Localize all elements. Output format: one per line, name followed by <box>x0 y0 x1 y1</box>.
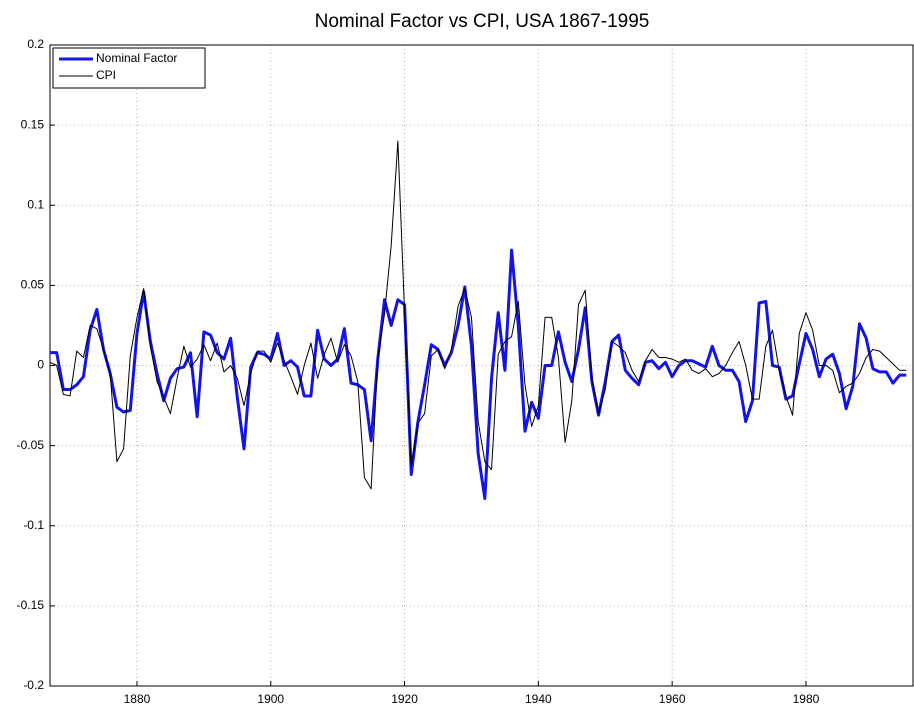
x-tick-label: 1960 <box>659 692 686 706</box>
legend-label: Nominal Factor <box>96 51 177 65</box>
y-tick-label: 0.15 <box>21 117 45 131</box>
y-tick-label: 0.05 <box>21 278 45 292</box>
y-tick-label: -0.05 <box>17 438 45 452</box>
series-line <box>50 248 907 501</box>
x-tick-label: 1940 <box>525 692 552 706</box>
legend-label: CPI <box>96 68 116 82</box>
axes-box <box>49 44 914 687</box>
y-tick-label: 0.2 <box>27 37 44 51</box>
x-tick-label: 1900 <box>257 692 284 706</box>
legend-box <box>52 47 206 89</box>
y-tick-label: 0.1 <box>27 197 44 211</box>
y-tick-label: 0 <box>37 358 44 372</box>
chart-title: Nominal Factor vs CPI, USA 1867-1995 <box>315 11 650 32</box>
series-line <box>49 140 907 490</box>
x-tick-label: 1880 <box>124 692 151 706</box>
y-tick-label: -0.2 <box>23 678 44 692</box>
legend: Nominal Factor CPI <box>52 47 206 89</box>
x-tick-label: 1920 <box>391 692 418 706</box>
plot-area <box>50 45 913 686</box>
y-tick-label: -0.1 <box>23 518 44 532</box>
y-tick-label: -0.15 <box>17 598 45 612</box>
x-tick-label: 1980 <box>793 692 820 706</box>
